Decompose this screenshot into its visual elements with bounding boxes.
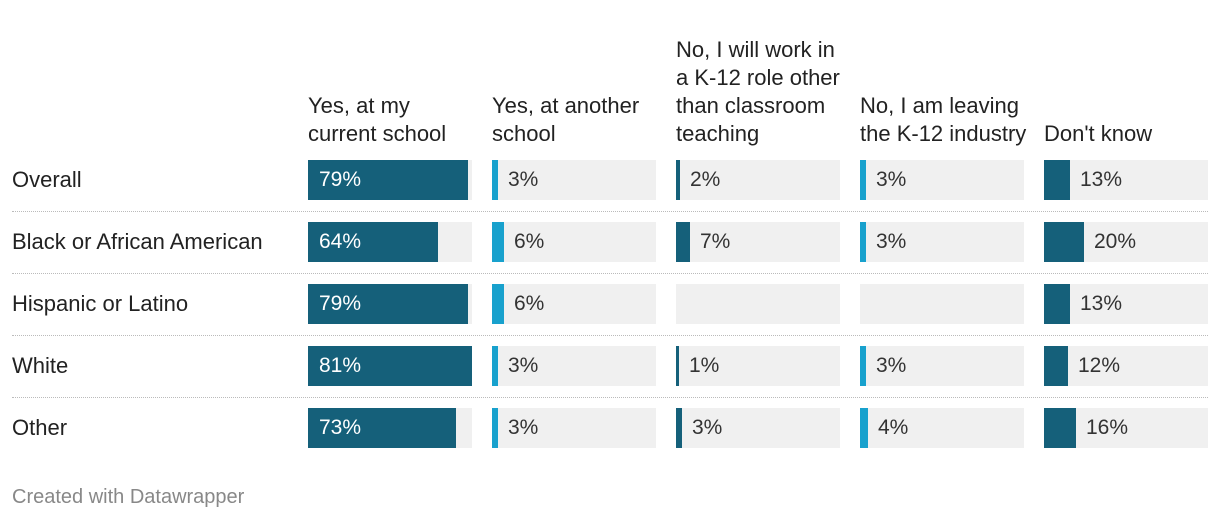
cell-background bbox=[492, 346, 656, 386]
value-label: 73% bbox=[319, 416, 362, 439]
cell-background bbox=[1044, 284, 1208, 324]
cell-background bbox=[860, 222, 1024, 262]
cell-background bbox=[492, 160, 656, 200]
bar bbox=[860, 346, 866, 386]
row-label: Black or African American bbox=[12, 229, 263, 254]
value-label: 13% bbox=[1080, 292, 1123, 315]
row-separator bbox=[12, 335, 1208, 336]
value-label: 16% bbox=[1086, 416, 1129, 439]
row-separator bbox=[12, 273, 1208, 274]
value-label: 6% bbox=[514, 292, 545, 315]
value-label: 79% bbox=[319, 168, 362, 191]
cell-background bbox=[1044, 160, 1208, 200]
cell-background bbox=[676, 346, 840, 386]
row-label: Overall bbox=[12, 167, 82, 192]
value-label: 12% bbox=[1078, 354, 1121, 377]
row-label: Other bbox=[12, 415, 68, 440]
bar bbox=[1044, 222, 1084, 262]
cell-background bbox=[492, 284, 656, 324]
bar bbox=[676, 222, 690, 262]
row-separator bbox=[12, 211, 1208, 212]
cell-background bbox=[676, 284, 840, 324]
bar bbox=[1044, 346, 1068, 386]
bar bbox=[308, 284, 468, 324]
bar bbox=[1044, 284, 1070, 324]
value-label: 3% bbox=[508, 416, 539, 439]
bar bbox=[1044, 160, 1070, 200]
row-separator bbox=[12, 397, 1208, 398]
bar bbox=[1044, 408, 1076, 448]
cell-background bbox=[676, 160, 840, 200]
bar bbox=[308, 408, 456, 448]
row-label: White bbox=[12, 353, 69, 378]
cell-background bbox=[860, 284, 1024, 324]
bar bbox=[860, 408, 868, 448]
bar bbox=[676, 408, 682, 448]
footer-credit: Created with Datawrapper bbox=[12, 486, 245, 508]
value-label: 13% bbox=[1080, 168, 1123, 191]
value-label: 1% bbox=[689, 354, 720, 377]
bar bbox=[676, 346, 679, 386]
cell-background bbox=[860, 160, 1024, 200]
bar bbox=[492, 408, 498, 448]
bar bbox=[308, 346, 472, 386]
value-label: 4% bbox=[878, 416, 909, 439]
value-label: 81% bbox=[319, 354, 362, 377]
bar bbox=[860, 222, 866, 262]
bar bbox=[492, 222, 504, 262]
value-label: 3% bbox=[876, 168, 907, 191]
value-label: 7% bbox=[700, 230, 731, 253]
cell-background bbox=[1044, 346, 1208, 386]
value-label: 3% bbox=[876, 230, 907, 253]
bar bbox=[492, 346, 498, 386]
column-header: Yes, at my current school bbox=[308, 93, 447, 146]
column-header: Don't know bbox=[1044, 121, 1153, 146]
column-header: No, I am leaving the K-12 industry bbox=[860, 93, 1027, 146]
bar bbox=[860, 160, 866, 200]
value-label: 79% bbox=[319, 292, 362, 315]
value-label: 3% bbox=[692, 416, 723, 439]
bar bbox=[492, 284, 504, 324]
row-label: Hispanic or Latino bbox=[12, 291, 189, 316]
cell-background bbox=[676, 408, 840, 448]
cell-background bbox=[860, 408, 1024, 448]
cell-background bbox=[676, 222, 840, 262]
cell-background bbox=[492, 408, 656, 448]
bar bbox=[676, 160, 680, 200]
bar bbox=[308, 222, 438, 262]
cell-background bbox=[492, 222, 656, 262]
value-label: 3% bbox=[876, 354, 907, 377]
bar bbox=[492, 160, 498, 200]
value-label: 6% bbox=[514, 230, 545, 253]
value-label: 3% bbox=[508, 168, 539, 191]
value-label: 2% bbox=[690, 168, 721, 191]
cell-background bbox=[860, 346, 1024, 386]
value-label: 20% bbox=[1094, 230, 1137, 253]
bar bbox=[308, 160, 468, 200]
column-header: Yes, at another school bbox=[492, 93, 640, 146]
value-label: 64% bbox=[319, 230, 362, 253]
value-label: 3% bbox=[508, 354, 539, 377]
column-header: No, I will work in a K-12 role other tha… bbox=[676, 37, 840, 146]
